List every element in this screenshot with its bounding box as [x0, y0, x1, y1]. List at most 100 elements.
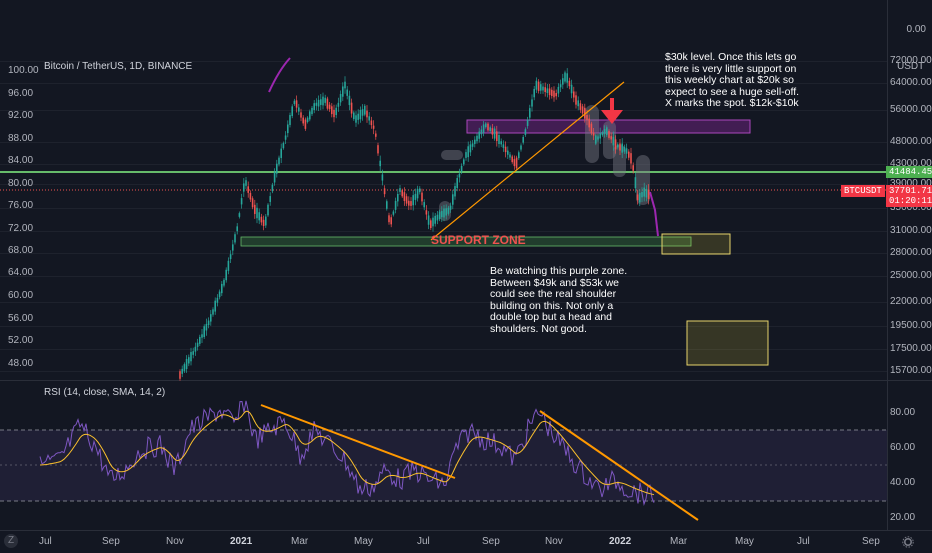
candle-body	[353, 112, 355, 120]
head-mark-3	[613, 145, 626, 177]
note-middle[interactable]: Be watching this purple zone. Between $4…	[490, 265, 628, 335]
candle-body	[533, 88, 535, 98]
candle-body	[256, 207, 258, 219]
candle-body	[408, 200, 410, 206]
candle-body	[364, 105, 366, 115]
rsi-trendline-2[interactable]	[539, 410, 699, 521]
right-axis-tick: 19500.00	[890, 320, 932, 331]
candle-body	[249, 192, 252, 200]
candle-body	[289, 115, 291, 125]
candle-body	[201, 334, 203, 338]
candle-body	[190, 352, 192, 362]
candle-body	[603, 128, 606, 134]
candle-body	[339, 94, 342, 103]
axis-unit: USDT	[897, 61, 925, 72]
candle-body	[577, 100, 579, 107]
candle-body	[553, 90, 555, 98]
time-axis-tick: Nov	[166, 536, 184, 547]
candle-body	[619, 143, 621, 151]
candle-body	[575, 95, 577, 105]
candle-body	[282, 143, 285, 149]
candle-body	[370, 120, 373, 126]
candle-body	[247, 186, 249, 193]
right-axis-tick: 43000.00	[890, 158, 932, 169]
left-axis-tick: 60.00	[8, 290, 34, 301]
candle-body	[269, 196, 271, 202]
rsi-axis-tick: 80.00	[890, 407, 916, 418]
candle-body	[324, 97, 326, 103]
candle-body	[291, 106, 293, 117]
candle-body	[348, 95, 351, 106]
candle-body	[302, 117, 304, 124]
candle-body	[216, 297, 219, 303]
candle-body	[254, 204, 256, 214]
rsi-sma-line	[39, 410, 655, 496]
price-candles	[179, 68, 650, 381]
candle-body	[592, 132, 595, 136]
right-axis-tick: 56000.00	[890, 104, 932, 115]
rsi-trendline-1[interactable]	[260, 404, 456, 479]
right-axis-tick: 48000.00	[890, 136, 932, 147]
candle-body	[438, 211, 441, 220]
candle-body	[427, 215, 430, 225]
candle-body	[621, 143, 623, 153]
left-axis-tick: 92.00	[8, 110, 34, 121]
right-axis-tick: 35000.00	[890, 202, 932, 213]
candle-body	[421, 192, 423, 202]
price-badge-timer: 01:20:11	[889, 196, 932, 206]
left-axis-tick: 56.00	[8, 313, 34, 324]
candle-body	[595, 135, 597, 144]
candle-body	[443, 208, 445, 218]
down-arrow-icon[interactable]	[601, 98, 623, 124]
left-axis-tick: 72.00	[8, 223, 34, 234]
candle-body	[372, 125, 375, 129]
candle-body	[471, 143, 474, 147]
candle-body	[544, 87, 546, 92]
candle-body	[317, 99, 320, 107]
purple-arc-drawing	[268, 57, 291, 93]
candle-body	[441, 211, 443, 218]
time-axis-tick: Mar	[670, 536, 688, 547]
candle-body	[355, 115, 357, 123]
candle-body	[386, 201, 388, 209]
candle-body	[562, 78, 564, 85]
candle-body	[392, 211, 395, 215]
candle-body	[513, 159, 516, 167]
left-axis-tick: 80.00	[8, 178, 34, 189]
candle-body	[430, 220, 432, 229]
candle-body	[524, 129, 527, 135]
candle-body	[236, 226, 238, 232]
target-box-30k[interactable]	[661, 233, 731, 255]
support-zone-box	[240, 236, 692, 247]
candle-body	[333, 109, 335, 118]
candle-body	[315, 102, 318, 106]
gear-icon[interactable]	[902, 535, 914, 553]
candle-body	[639, 192, 641, 203]
candle-body	[623, 146, 626, 152]
rising-trendline[interactable]	[430, 81, 625, 241]
candle-body	[487, 123, 489, 131]
candle-body	[295, 100, 298, 108]
candle-body	[586, 115, 588, 120]
candle-body	[214, 300, 216, 312]
candle-body	[588, 118, 590, 128]
candle-body	[344, 81, 346, 89]
z-icon[interactable]: Z	[4, 534, 18, 548]
target-box-12k-10k[interactable]	[686, 320, 769, 366]
left-axis-tick: 96.00	[8, 88, 34, 99]
candle-body	[361, 109, 364, 116]
rsi-label[interactable]: RSI (14, close, SMA, 14, 2)	[44, 387, 166, 398]
candle-body	[474, 139, 476, 144]
note-top[interactable]: $30k level. Once this lets go there is v…	[665, 51, 800, 109]
candle-body	[434, 215, 436, 224]
time-axis-tick: Sep	[862, 536, 880, 547]
candle-body	[573, 91, 575, 98]
time-axis-tick: Jul	[797, 536, 810, 547]
candle-body	[320, 99, 322, 105]
candle-body	[399, 188, 401, 192]
right-axis-tick: 31000.00	[890, 225, 932, 236]
candle-body	[456, 178, 458, 188]
symbol-title[interactable]: Bitcoin / TetherUS, 1D, BINANCE	[44, 61, 193, 72]
candle-body	[311, 107, 313, 115]
